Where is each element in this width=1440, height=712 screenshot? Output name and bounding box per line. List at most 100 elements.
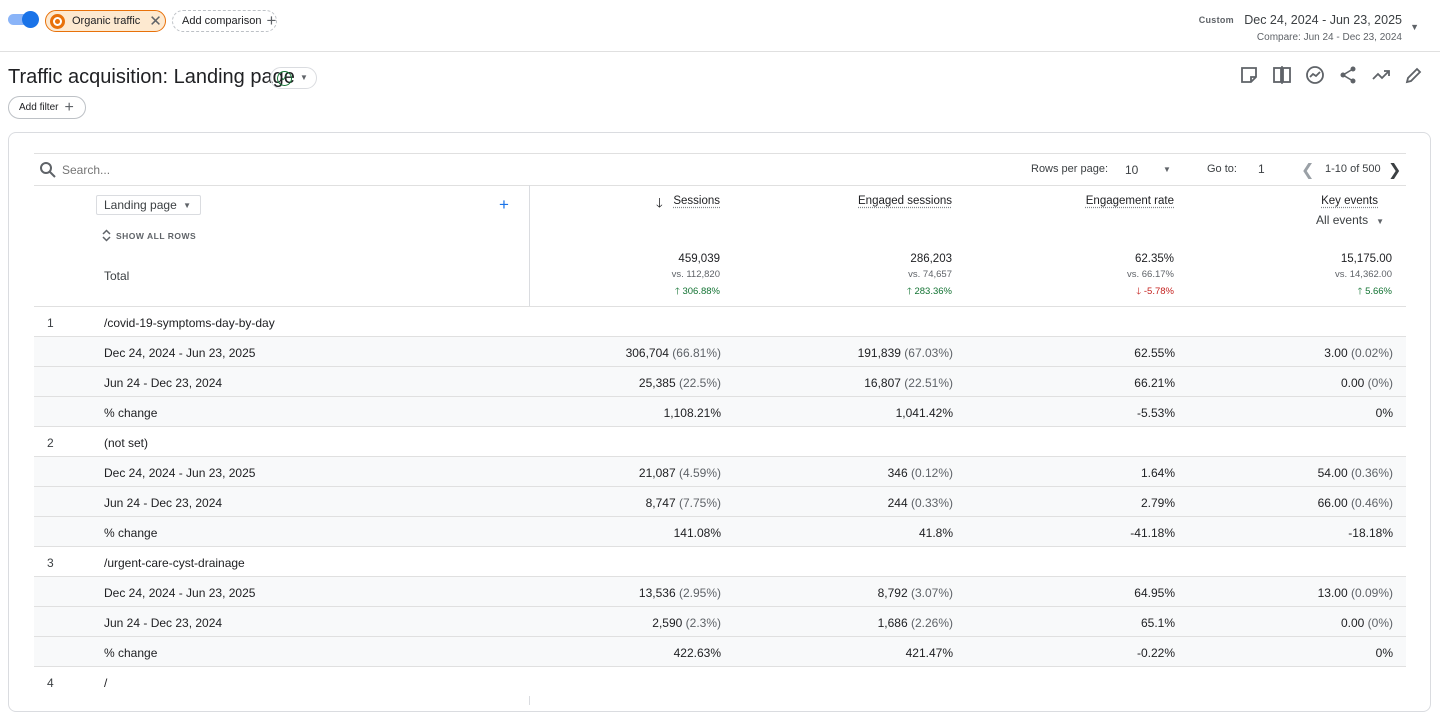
plus-icon: + <box>266 11 277 30</box>
annotation-icon[interactable] <box>1239 65 1259 85</box>
expand-icon <box>102 229 111 242</box>
table-subrow[interactable]: % change 422.63% 421.47% -0.22% 0% <box>34 636 1406 666</box>
row-label[interactable]: / <box>104 676 108 690</box>
date-mode-label: Custom <box>1198 15 1234 25</box>
cell-engaged-sessions: 191,839 (67.03%) <box>857 346 953 360</box>
show-all-rows-button[interactable]: SHOW ALL ROWS <box>101 229 196 242</box>
cell-engagement-rate: 65.1% <box>1140 616 1175 630</box>
column-header-engagement-rate[interactable]: Engagement rate <box>1085 195 1174 207</box>
table-subrow[interactable]: % change 1,108.21% 1,041.42% -5.53% 0% <box>34 396 1406 426</box>
compare-columns-icon[interactable] <box>1272 65 1292 85</box>
row-index: 3 <box>47 556 54 570</box>
row-label: Jun 24 - Dec 23, 2024 <box>104 616 223 630</box>
cell-engagement-rate: 62.55% <box>1134 346 1175 360</box>
edit-icon[interactable] <box>1404 65 1424 85</box>
row-label[interactable]: (not set) <box>104 436 149 450</box>
row-label: Dec 24, 2024 - Jun 23, 2025 <box>104 346 256 360</box>
caret-down-icon: ▼ <box>300 73 308 82</box>
plus-icon: + <box>64 98 74 116</box>
table-body: 1/covid-19-symptoms-day-by-day Dec 24, 20… <box>34 306 1406 696</box>
search-input[interactable] <box>62 160 462 180</box>
table-subrow[interactable]: Dec 24, 2024 - Jun 23, 2025 306,704 (66.8… <box>34 336 1406 366</box>
trend-icon[interactable] <box>1371 65 1391 85</box>
segment-icon <box>50 13 65 29</box>
report-table-card: Rows per page: 10 ▼ Go to: 1 ❮ 1-10 of 5… <box>8 132 1431 712</box>
comparison-toggle[interactable] <box>8 11 39 28</box>
row-label: Dec 24, 2024 - Jun 23, 2025 <box>104 466 256 480</box>
cell-sessions: 422.63% <box>673 646 721 660</box>
chevron-left-icon[interactable]: ❮ <box>1301 162 1315 179</box>
show-all-rows-label: SHOW ALL ROWS <box>116 230 197 241</box>
cell-key-events: -18.18% <box>1348 526 1393 540</box>
row-label[interactable]: /covid-19-symptoms-day-by-day <box>104 316 275 330</box>
cell-engagement-rate: 2.79% <box>1140 496 1175 510</box>
row-label: Jun 24 - Dec 23, 2024 <box>104 376 223 390</box>
share-icon[interactable] <box>1338 65 1358 85</box>
column-header-sessions[interactable]: Sessions <box>673 195 720 207</box>
row-index: 4 <box>47 676 54 690</box>
segment-chip[interactable]: Organic traffic ✕ <box>45 10 166 32</box>
add-dimension-button[interactable]: + <box>499 195 509 214</box>
insights-icon[interactable] <box>1305 65 1325 85</box>
goto-label: Go to: <box>1207 163 1237 175</box>
rows-per-page-label: Rows per page: <box>1031 163 1109 175</box>
total-sessions: 459,039 vs. 112,820 🡑 306.88% <box>672 253 720 300</box>
total-value: 459,039 <box>678 253 720 265</box>
rows-per-page-select[interactable]: 10 <box>1125 163 1139 177</box>
cell-engagement-rate: 1.64% <box>1140 466 1175 480</box>
date-range-text: Dec 24, 2024 - Jun 23, 2025 <box>1244 13 1402 27</box>
add-comparison-button[interactable]: Add comparison + <box>172 10 277 32</box>
cell-sessions: 1,108.21% <box>663 406 721 420</box>
cell-key-events: 66.00 (0.46%) <box>1317 496 1393 510</box>
row-label: % change <box>104 406 158 420</box>
cell-engagement-rate: 64.95% <box>1134 586 1175 600</box>
cell-key-events: 54.00 (0.36%) <box>1317 466 1393 480</box>
table-subrow[interactable]: Dec 24, 2024 - Jun 23, 2025 13,536 (2.95%… <box>34 576 1406 606</box>
cell-engaged-sessions: 8,792 (3.07%) <box>877 586 953 600</box>
caret-down-icon[interactable]: ▼ <box>1410 22 1419 32</box>
key-events-select[interactable]: All events ▼ <box>1316 213 1384 227</box>
table-row[interactable]: 3/urgent-care-cyst-drainage <box>34 546 1406 576</box>
total-compare: vs. 74,657 <box>908 269 952 280</box>
total-compare: vs. 112,820 <box>671 269 720 280</box>
table-row[interactable]: 4/ <box>34 666 1406 696</box>
cell-sessions: 25,385 (22.5%) <box>638 376 721 390</box>
date-range-picker[interactable]: Dec 24, 2024 - Jun 23, 2025 Compare: Jun… <box>1244 13 1402 43</box>
table-subrow[interactable]: Dec 24, 2024 - Jun 23, 2025 21,087 (4.59%… <box>34 456 1406 486</box>
row-label: Jun 24 - Dec 23, 2024 <box>104 496 223 510</box>
total-compare: vs. 14,362.00 <box>1334 269 1392 280</box>
cell-engaged-sessions: 1,041.42% <box>895 406 953 420</box>
goto-input[interactable]: 1 <box>1258 162 1265 176</box>
table-row[interactable]: 1/covid-19-symptoms-day-by-day <box>34 306 1406 336</box>
total-engagement-rate: 62.35% vs. 66.17% 🡓 -5.78% <box>1127 253 1174 300</box>
table-subrow[interactable]: Jun 24 - Dec 23, 2024 8,747 (7.75%) 244 (0… <box>34 486 1406 516</box>
caret-down-icon: ▼ <box>183 201 191 210</box>
row-blank <box>529 547 1406 576</box>
check-circle-icon: ✓ <box>277 71 292 86</box>
dimension-select[interactable]: Landing page ▼ <box>96 195 201 215</box>
row-label[interactable]: /urgent-care-cyst-drainage <box>104 556 245 570</box>
row-label: Dec 24, 2024 - Jun 23, 2025 <box>104 586 256 600</box>
table-row[interactable]: 2 (not set) <box>34 426 1406 456</box>
cell-engaged-sessions: 244 (0.33%) <box>887 496 953 510</box>
total-engaged-sessions: 286,203 vs. 74,657 🡑 283.36% <box>907 253 952 300</box>
dimension-select-label: Landing page <box>104 198 177 212</box>
total-compare: vs. 66.17% <box>1127 269 1174 280</box>
close-icon[interactable]: ✕ <box>149 13 162 30</box>
add-filter-button[interactable]: Add filter + <box>8 96 86 119</box>
row-label: % change <box>104 646 158 660</box>
table-subrow[interactable]: Jun 24 - Dec 23, 2024 25,385 (22.5%) 16,80… <box>34 366 1406 396</box>
table-subrow[interactable]: % change 141.08% 41.8% -41.18% -18.18% <box>34 516 1406 546</box>
column-header-key-events[interactable]: Key events <box>1321 195 1378 207</box>
cell-engagement-rate: -0.22% <box>1136 646 1175 660</box>
table-subrow[interactable]: Jun 24 - Dec 23, 2024 2,590 (2.3%) 1,686 (… <box>34 606 1406 636</box>
report-toolbar <box>1239 65 1424 85</box>
report-status-chip[interactable]: ✓ ▼ <box>270 67 317 89</box>
column-header-engaged-sessions[interactable]: Engaged sessions <box>858 195 952 207</box>
row-blank <box>529 307 1406 336</box>
sort-down-icon[interactable]: 🡓 <box>656 195 663 210</box>
cell-sessions: 141.08% <box>673 526 721 540</box>
caret-down-icon[interactable]: ▼ <box>1163 165 1171 174</box>
chevron-right-icon[interactable]: ❯ <box>1388 162 1402 179</box>
cell-sessions: 306,704 (66.81%) <box>625 346 721 360</box>
